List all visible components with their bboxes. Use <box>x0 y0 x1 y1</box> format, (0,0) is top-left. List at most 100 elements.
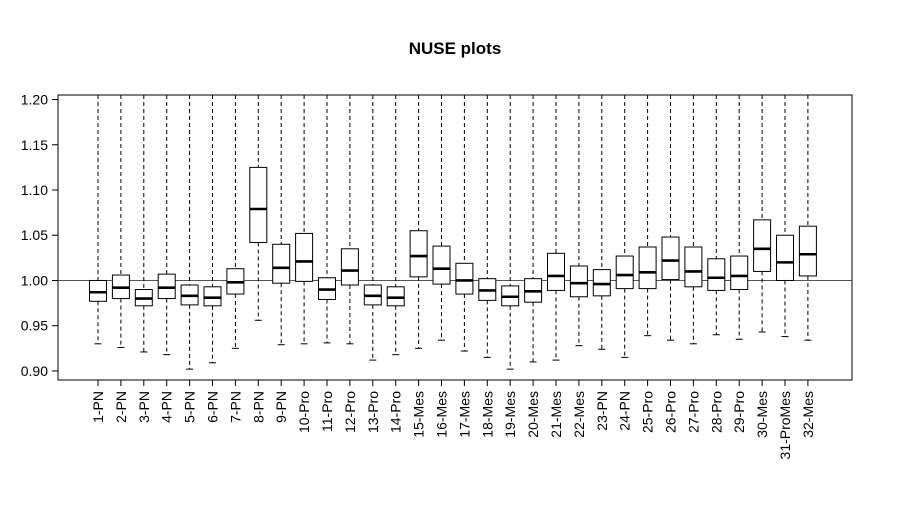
box-7-PN <box>226 95 245 349</box>
x-tick-label: 32-Mes <box>800 391 816 438</box>
box-rect <box>272 243 291 284</box>
x-tick-label: 23-PN <box>594 391 610 431</box>
box-rect <box>684 246 703 288</box>
x-tick-label: 7-PN <box>227 391 243 423</box>
box-29-Pro <box>730 95 749 340</box>
x-tick-label: 9-PN <box>273 391 289 423</box>
box-rect <box>753 219 772 272</box>
box-2-PN <box>111 95 130 348</box>
box-rect <box>615 255 634 290</box>
box-rect <box>409 230 428 278</box>
x-tick-label: 22-Mes <box>571 391 587 438</box>
box-rect <box>547 252 565 291</box>
x-tick-label: 11-Pro <box>319 391 335 432</box>
box-20-Mes <box>524 95 543 363</box>
box-26-Pro <box>661 95 680 341</box>
box-rect <box>592 269 611 297</box>
box-25-Pro <box>638 95 657 337</box>
y-tick-label: 1.00 <box>21 272 48 288</box>
y-tick-label: 1.05 <box>21 227 48 243</box>
box-rect <box>638 246 657 290</box>
x-tick-label: 12-Pro <box>342 391 358 433</box>
x-tick-label: 21-Mes <box>548 391 564 438</box>
boxes <box>89 95 817 370</box>
x-axis: 1-PN 2-PN 3-PN 4-PN 5-PN 6-PN 7-PN 8-PN 9-PN 10-P… <box>90 380 816 459</box>
x-tick-label: 28-Pro <box>708 391 724 433</box>
box-9-PN <box>272 95 291 346</box>
box-5-PN <box>180 95 199 370</box>
y-tick-label: 0.90 <box>21 363 48 379</box>
box-10-Pro <box>295 95 314 345</box>
box-rect <box>157 273 176 300</box>
box-1-PN <box>89 95 107 345</box>
x-tick-label: 29-Pro <box>731 391 747 433</box>
box-13-Pro <box>363 95 382 361</box>
box-15-Mes <box>409 95 428 349</box>
box-31-ProMes <box>776 95 794 338</box>
box-rect <box>249 166 268 243</box>
box-rect <box>386 286 405 307</box>
x-tick-label: 3-PN <box>136 391 152 423</box>
box-rect <box>295 232 314 282</box>
box-6-PN <box>203 95 222 364</box>
x-tick-label: 26-Pro <box>663 391 679 433</box>
y-tick-label: 1.10 <box>21 182 48 198</box>
y-tick-label: 1.15 <box>21 137 48 153</box>
plot-frame <box>57 94 853 381</box>
box-14-Pro <box>386 95 405 356</box>
x-tick-label: 8-PN <box>250 391 266 423</box>
chart-title: NUSE plots <box>409 39 502 58</box>
x-tick-label: 16-Mes <box>434 391 450 438</box>
box-rect <box>707 258 726 291</box>
plot-area <box>57 94 853 381</box>
box-rect <box>776 234 794 281</box>
box-rect <box>798 225 817 277</box>
x-tick-label: 31-ProMes <box>777 391 793 459</box>
box-23-PN <box>592 95 611 350</box>
x-tick-label: 15-Mes <box>411 391 427 438</box>
box-rect <box>455 262 474 295</box>
box-rect <box>340 248 359 286</box>
box-19-Mes <box>501 95 520 370</box>
box-rect <box>661 236 680 281</box>
x-tick-label: 20-Mes <box>525 391 541 438</box>
box-27-Pro <box>684 95 703 345</box>
x-tick-label: 18-Mes <box>479 391 495 438</box>
x-tick-label: 17-Mes <box>456 391 472 438</box>
x-tick-label: 19-Mes <box>502 391 518 438</box>
x-tick-label: 27-Pro <box>685 391 701 433</box>
box-12-Pro <box>340 95 359 345</box>
box-4-PN <box>157 95 176 356</box>
box-rect <box>432 245 451 285</box>
box-22-Mes <box>569 95 588 347</box>
x-tick-label: 6-PN <box>205 391 221 423</box>
box-32-Mes <box>798 95 817 341</box>
box-18-Mes <box>478 95 497 358</box>
box-21-Mes <box>547 95 565 361</box>
box-rect <box>89 279 107 302</box>
x-tick-label: 30-Mes <box>754 391 770 438</box>
x-tick-label: 13-Pro <box>365 391 381 433</box>
box-3-PN <box>134 95 153 353</box>
box-11-Pro <box>318 95 336 344</box>
x-tick-label: 25-Pro <box>640 391 656 433</box>
x-tick-label: 5-PN <box>182 391 198 423</box>
box-17-Mes <box>455 95 474 352</box>
x-tick-label: 4-PN <box>159 391 175 423</box>
box-28-Pro <box>707 95 726 336</box>
y-tick-label: 0.95 <box>21 318 48 334</box>
box-16-Mes <box>432 95 451 341</box>
box-30-Mes <box>753 95 772 333</box>
box-rect <box>730 255 749 291</box>
box-rect <box>569 265 588 298</box>
box-8-PN <box>249 95 268 321</box>
x-tick-label: 2-PN <box>113 391 129 423</box>
x-tick-label: 10-Pro <box>296 391 312 433</box>
y-axis: 0.90 0.95 1.00 1.05 1.10 1.15 1.20 <box>21 92 58 379</box>
box-24-PN <box>615 95 634 358</box>
x-tick-label: 1-PN <box>90 391 106 423</box>
y-tick-label: 1.20 <box>21 92 48 108</box>
x-tick-label: 14-Pro <box>388 391 404 433</box>
box-rect <box>203 286 222 307</box>
